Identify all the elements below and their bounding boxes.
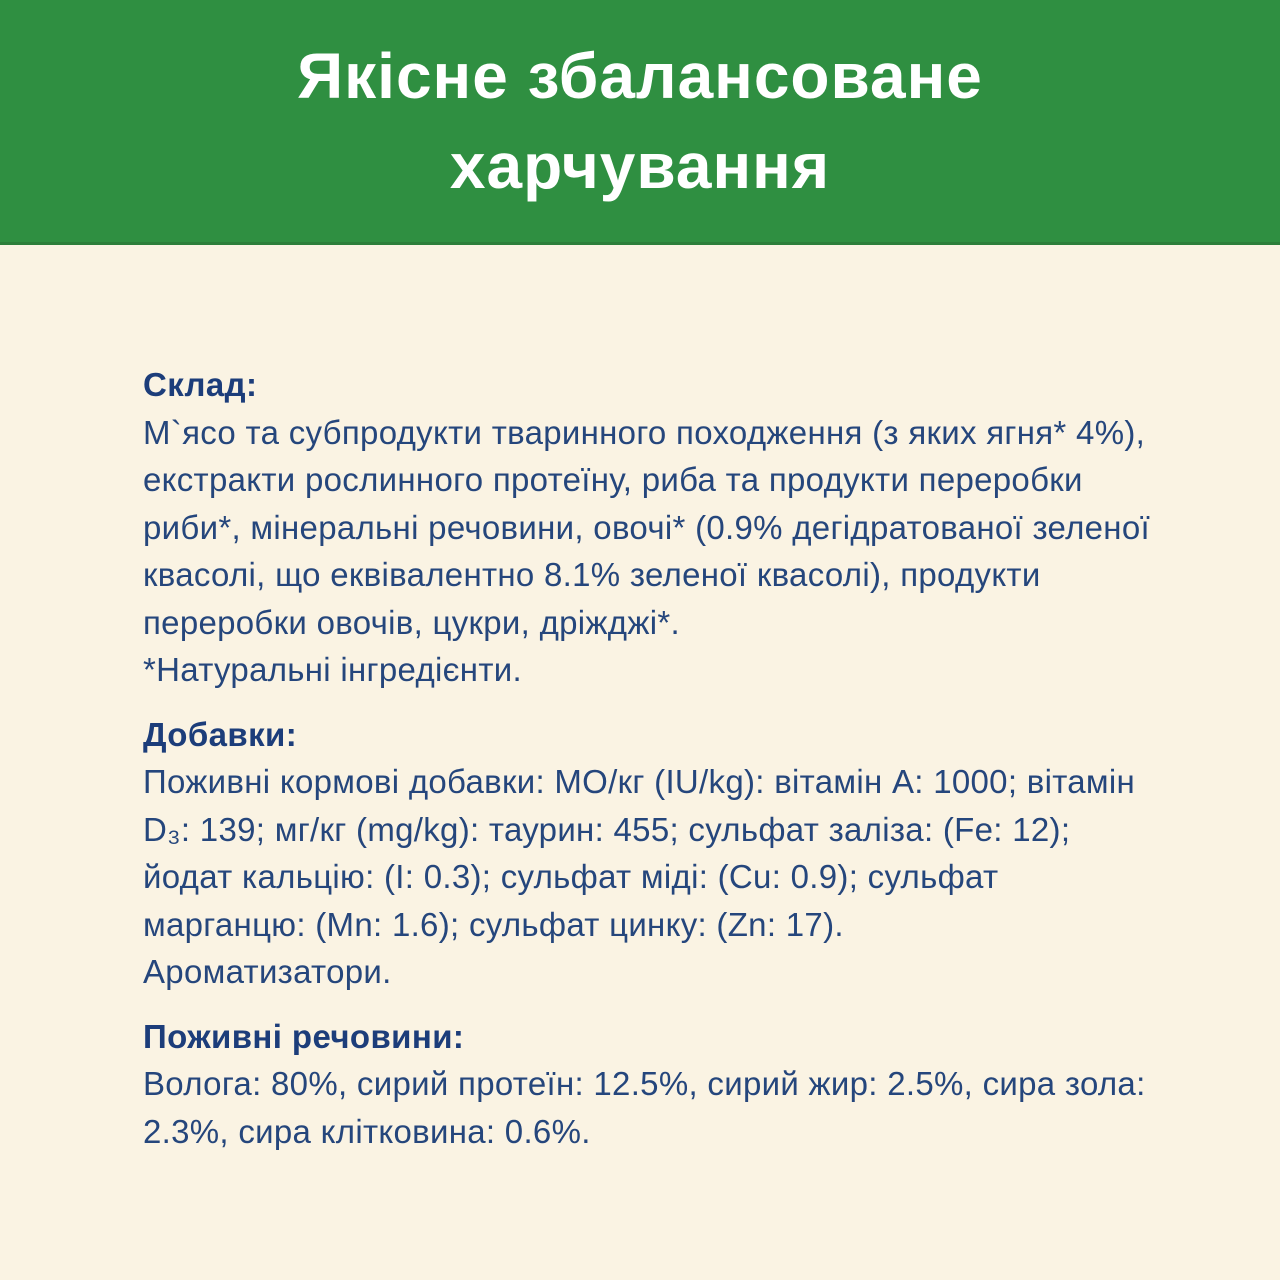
section-composition: Склад: М`ясо та субпродукти тваринного п… [143,361,1150,694]
section-nutrients: Поживні речовини: Волога: 80%, сирий про… [143,1013,1150,1156]
section-heading-additives: Добавки: [143,715,298,753]
page-title: Якісне збалансоване харчування [297,40,983,202]
section-additives: Добавки: Поживні кормові добавки: МО/кг … [143,711,1150,996]
header-banner: Якісне збалансоване харчування [0,0,1280,245]
section-heading-composition: Склад: [143,366,258,403]
section-heading-nutrients: Поживні речовини: [143,1017,465,1055]
section-body-additives: Поживні кормові добавки: МО/кг (IU/kg): … [143,763,1136,990]
section-body-nutrients: Волога: 80%, сирий протеїн: 12.5%, сирий… [143,1065,1146,1150]
section-body-composition: М`ясо та субпродукти тваринного походжен… [143,413,1150,689]
product-info-panel: Склад: М`ясо та субпродукти тваринного п… [0,245,1280,1155]
